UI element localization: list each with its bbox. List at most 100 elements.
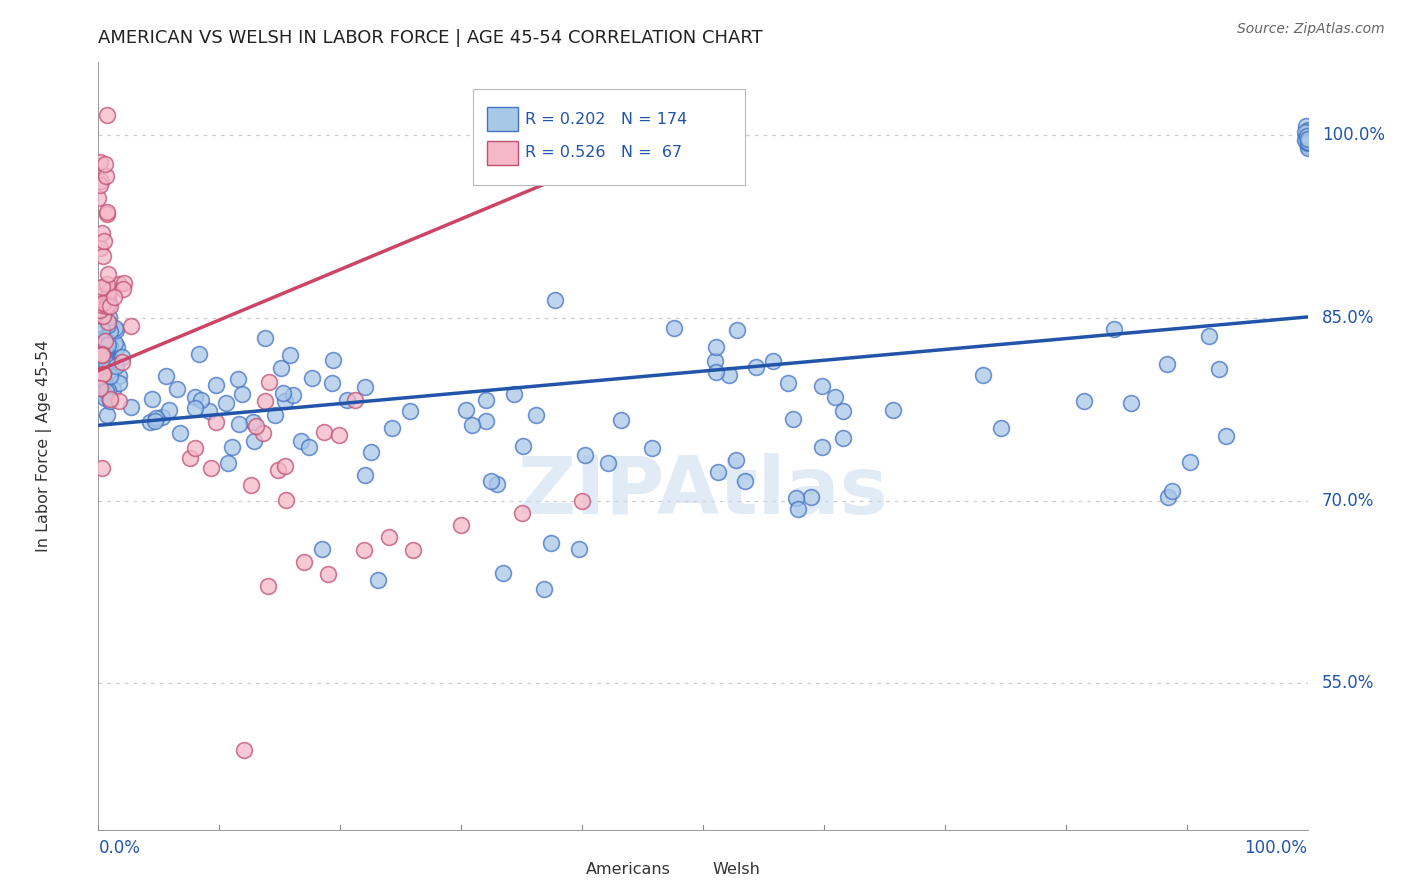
Point	[1296, 136, 1319, 151]
Point	[254, 331, 277, 345]
Point	[492, 566, 515, 581]
Point	[217, 456, 239, 470]
Point	[450, 518, 472, 533]
Point	[1296, 122, 1319, 136]
Point	[252, 425, 274, 440]
Point	[96, 336, 118, 351]
Point	[94, 343, 117, 357]
Point	[91, 296, 114, 310]
Point	[98, 392, 121, 406]
Point	[93, 353, 115, 368]
Point	[475, 414, 498, 428]
Point	[1161, 483, 1184, 498]
Point	[1157, 490, 1180, 504]
Point	[90, 345, 112, 359]
Point	[93, 332, 115, 346]
Point	[524, 408, 547, 422]
Point	[98, 347, 121, 361]
Point	[283, 388, 305, 402]
Point	[98, 324, 121, 338]
Point	[274, 394, 297, 409]
Point	[103, 290, 125, 304]
Text: 85.0%: 85.0%	[1322, 310, 1375, 327]
Point	[150, 409, 173, 424]
Point	[89, 381, 111, 395]
Point	[94, 391, 117, 405]
Point	[145, 411, 167, 425]
Point	[96, 277, 118, 291]
FancyBboxPatch shape	[551, 859, 579, 880]
Point	[1119, 396, 1142, 410]
Point	[273, 459, 295, 474]
Point	[96, 408, 118, 422]
Point	[1215, 429, 1237, 443]
Text: 55.0%: 55.0%	[1322, 674, 1375, 692]
Point	[190, 392, 212, 407]
Point	[1296, 135, 1319, 149]
Point	[96, 356, 118, 370]
Point	[274, 493, 297, 508]
Point	[90, 358, 112, 372]
Point	[120, 400, 142, 414]
Point	[256, 579, 278, 593]
Text: Welsh: Welsh	[713, 862, 761, 877]
Point	[832, 432, 855, 446]
Point	[90, 174, 112, 188]
Point	[512, 439, 534, 453]
Point	[90, 349, 112, 363]
Point	[94, 384, 117, 398]
Text: 100.0%: 100.0%	[1322, 127, 1385, 145]
Point	[96, 108, 118, 122]
Point	[93, 385, 115, 400]
Point	[94, 169, 117, 183]
Point	[1073, 393, 1095, 408]
Point	[96, 207, 118, 221]
Point	[832, 404, 855, 418]
Point	[278, 348, 301, 362]
Point	[221, 440, 243, 454]
Point	[1296, 129, 1319, 144]
Point	[1198, 328, 1220, 343]
Point	[245, 419, 267, 434]
Point	[1102, 322, 1125, 336]
Point	[316, 566, 339, 581]
Point	[183, 401, 205, 415]
Point	[97, 291, 120, 305]
Point	[228, 371, 250, 385]
Point	[824, 390, 846, 404]
Point	[1296, 128, 1319, 143]
Point	[198, 404, 221, 418]
Point	[112, 282, 135, 296]
Point	[1296, 134, 1319, 148]
Point	[257, 375, 280, 389]
Point	[97, 359, 120, 373]
Point	[89, 154, 111, 169]
Point	[292, 555, 315, 569]
Point	[1296, 129, 1319, 144]
Point	[143, 414, 166, 428]
Point	[990, 421, 1012, 435]
Point	[107, 376, 129, 390]
FancyBboxPatch shape	[486, 141, 517, 165]
Point	[503, 386, 526, 401]
Point	[1296, 139, 1319, 153]
Point	[311, 541, 333, 556]
Point	[322, 352, 344, 367]
Point	[96, 341, 118, 355]
Point	[1208, 362, 1230, 376]
Point	[242, 415, 264, 429]
Point	[270, 361, 292, 376]
Point	[704, 365, 727, 379]
Point	[1295, 119, 1317, 133]
Text: 70.0%: 70.0%	[1322, 491, 1375, 510]
Point	[90, 289, 112, 303]
Point	[1296, 124, 1319, 138]
Point	[104, 359, 127, 374]
Point	[91, 372, 114, 386]
Point	[91, 359, 114, 374]
Point	[107, 369, 129, 384]
Point	[301, 370, 323, 384]
Point	[107, 394, 129, 409]
Point	[479, 474, 502, 488]
Point	[328, 428, 350, 442]
